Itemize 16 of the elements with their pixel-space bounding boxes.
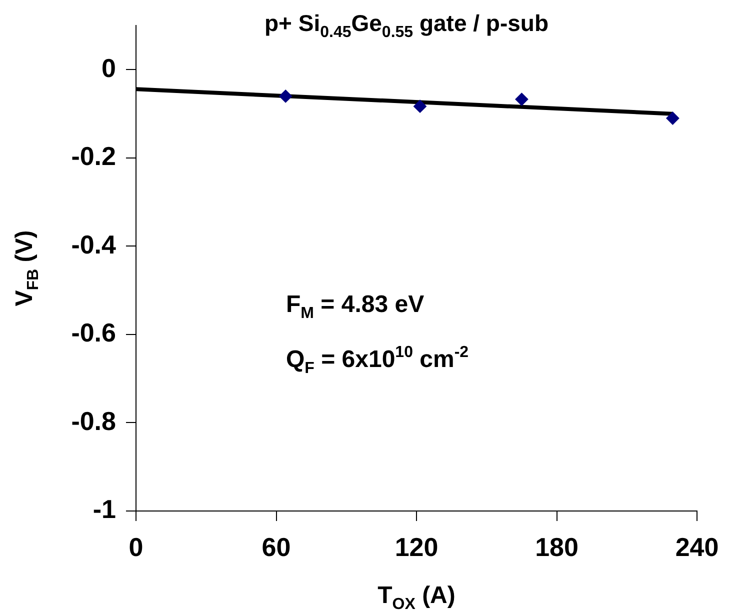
x-tick-label: 180 [535, 532, 578, 562]
point [666, 112, 680, 125]
point [515, 92, 528, 106]
y-tick-label: 0 [102, 52, 116, 83]
y-tick-label: -0.6 [71, 318, 116, 348]
y-tick-label: -0.2 [71, 141, 116, 172]
y-axis-title: VFB (V) [11, 230, 42, 306]
x-tick-label: 0 [128, 532, 144, 562]
x-tick-label: 240 [675, 532, 719, 562]
x-tick-label: 120 [394, 532, 438, 562]
point [279, 90, 292, 103]
y-tick-label: -1 [92, 494, 116, 524]
y-tick-label: -0.4 [71, 229, 117, 260]
x-tick-label: 60 [262, 532, 291, 562]
point [414, 100, 427, 113]
y-tick-label: -0.8 [71, 406, 116, 436]
